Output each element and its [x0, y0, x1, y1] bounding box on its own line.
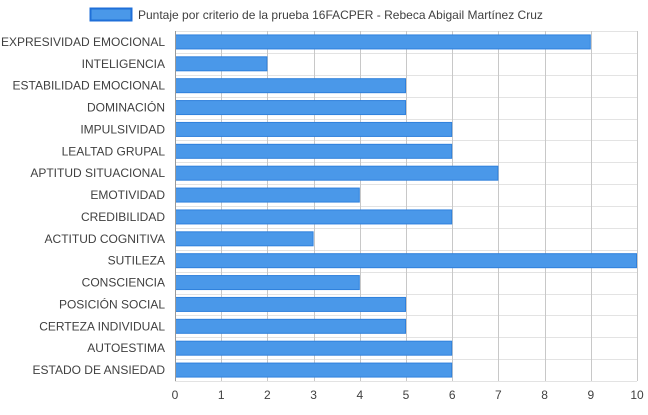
bar[interactable] — [175, 296, 406, 312]
x-tick-label: 8 — [541, 388, 548, 402]
bar[interactable] — [175, 187, 360, 203]
bar[interactable] — [175, 253, 637, 269]
bar[interactable] — [175, 143, 453, 159]
category-label: CREDIBILIDAD — [81, 210, 165, 224]
category-label: INTELIGENCIA — [82, 57, 165, 71]
category-label: DOMINACIÓN — [87, 100, 165, 115]
legend-label[interactable]: Puntaje por criterio de la prueba 16FACP… — [138, 8, 543, 22]
bar[interactable] — [175, 165, 499, 181]
bar[interactable] — [175, 318, 406, 334]
category-label: AUTOESTIMA — [87, 341, 165, 355]
legend[interactable]: Puntaje por criterio de la prueba 16FACP… — [89, 7, 543, 22]
category-label: SUTILEZA — [108, 254, 165, 268]
x-tick-label: 3 — [310, 388, 317, 402]
bar[interactable] — [175, 34, 591, 50]
bar[interactable] — [175, 100, 406, 116]
bar[interactable] — [175, 362, 453, 378]
x-tick-label: 9 — [587, 388, 594, 402]
legend-swatch[interactable] — [89, 7, 133, 22]
category-label: EMOTIVIDAD — [90, 188, 165, 202]
x-tick-label: 7 — [495, 388, 502, 402]
bar[interactable] — [175, 275, 360, 291]
category-label: ESTABILIDAD EMOCIONAL — [13, 79, 166, 93]
bar[interactable] — [175, 78, 406, 94]
x-tick-label: 0 — [172, 388, 179, 402]
x-tick-label: 4 — [356, 388, 363, 402]
category-label: ESTADO DE ANSIEDAD — [33, 363, 166, 377]
x-tick-label: 10 — [630, 388, 644, 402]
x-tick-label: 1 — [218, 388, 225, 402]
x-tick-label: 2 — [264, 388, 271, 402]
category-label: APTITUD SITUACIONAL — [30, 166, 165, 180]
category-label: POSICIÓN SOCIAL — [59, 296, 165, 311]
category-label: ACTITUD COGNITIVA — [45, 232, 165, 246]
bar[interactable] — [175, 121, 453, 137]
bar[interactable] — [175, 56, 268, 72]
x-tick-label: 5 — [403, 388, 410, 402]
category-label: LEALTAD GRUPAL — [62, 144, 166, 158]
category-label: CERTEZA INDIVIDUAL — [39, 319, 165, 333]
bar[interactable] — [175, 231, 314, 247]
axes: EXPRESIVIDAD EMOCIONAL INTELIGENCIA ESTABI… — [1, 31, 644, 402]
category-label: EXPRESIVIDAD EMOCIONAL — [1, 35, 165, 49]
category-label: IMPULSIVIDAD — [80, 122, 165, 136]
bar[interactable] — [175, 340, 453, 356]
category-label: CONSCIENCIA — [82, 276, 165, 290]
bars — [175, 34, 637, 378]
x-tick-label: 6 — [449, 388, 456, 402]
bar[interactable] — [175, 209, 453, 225]
